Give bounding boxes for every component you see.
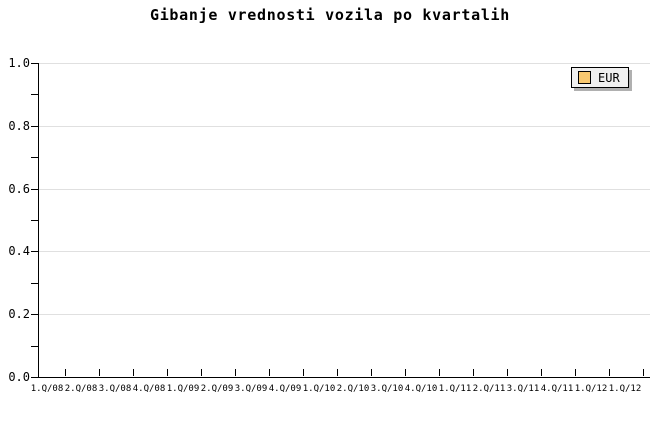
x-tick-label: 1.Q/10 [302,384,336,394]
plot-area [38,63,650,378]
chart-title: Gibanje vrednosti vozila po kvartalih [149,6,511,24]
x-tick-label: 3.Q/09 [234,384,268,394]
gridline-horizontal [39,189,650,190]
x-tick-label: 4.Q/11 [540,384,574,394]
x-axis-tick [371,369,372,376]
x-axis-tick [65,369,66,376]
gridline-horizontal [39,126,650,127]
legend-label-eur: EUR [598,70,620,85]
x-tick-label: 4.Q/10 [404,384,438,394]
x-tick-label: 2.Q/09 [200,384,234,394]
x-axis-tick [439,369,440,376]
x-tick-label: 4.Q/09 [268,384,302,394]
x-axis-tick [303,369,304,376]
x-axis-tick [643,369,644,376]
x-axis-tick [609,369,610,376]
x-tick-label: 1.Q/11 [438,384,472,394]
x-axis-tick [235,369,236,376]
y-tick-label: 1.0 [8,56,30,70]
x-tick-label: 4.Q/08 [132,384,166,394]
x-axis-tick [337,369,338,376]
x-axis-tick [99,369,100,376]
x-axis-tick [405,369,406,376]
x-axis-tick [473,369,474,376]
y-axis-tick [31,283,38,284]
x-axis-tick [507,369,508,376]
gridline-horizontal [39,314,650,315]
y-axis-tick [31,251,38,252]
y-tick-label: 0.6 [8,182,30,196]
y-tick-label: 0.2 [8,307,30,321]
x-axis-tick [201,369,202,376]
x-tick-label: 3.Q/10 [370,384,404,394]
x-axis-tick [133,369,134,376]
legend: EUR [571,67,629,88]
x-tick-label: 3.Q/08 [98,384,132,394]
gridline-horizontal [39,63,650,64]
y-axis-tick [31,346,38,347]
y-tick-label: 0.4 [8,244,30,258]
x-axis-tick [167,369,168,376]
y-axis-tick [31,126,38,127]
y-axis-tick [31,94,38,95]
x-tick-label: 1.Q/08 [30,384,64,394]
x-axis-tick [269,369,270,376]
y-axis-tick [31,220,38,221]
y-axis-tick [31,189,38,190]
x-tick-label: 2.Q/11 [472,384,506,394]
x-tick-label: 1.Q/09 [166,384,200,394]
y-axis-tick [31,377,38,378]
x-tick-label: 1.Q/12 [608,384,642,394]
y-tick-label: 0.8 [8,119,30,133]
x-tick-label: 2.Q/10 [336,384,370,394]
x-tick-label: 2.Q/08 [64,384,98,394]
x-tick-label: 3.Q/11 [506,384,540,394]
y-axis-tick [31,63,38,64]
gridline-horizontal [39,251,650,252]
y-axis-tick [31,314,38,315]
y-axis-tick [31,157,38,158]
x-tick-label: 1.Q/12 [574,384,608,394]
x-axis-tick [541,369,542,376]
legend-swatch-eur [578,71,591,84]
y-tick-label: 0.0 [8,370,30,384]
x-axis-tick [575,369,576,376]
